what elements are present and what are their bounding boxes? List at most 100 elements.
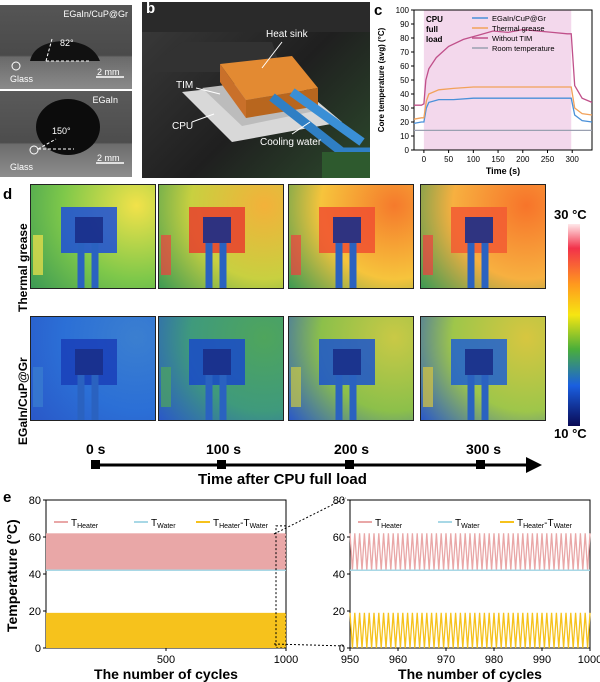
left-components (291, 367, 301, 407)
x-tick-label: 990 (533, 654, 551, 666)
sample-name-bottom: EGaIn (92, 95, 118, 105)
left-components (291, 235, 301, 275)
heater-line (349, 533, 591, 571)
legend-label-heater: THeater (71, 518, 99, 530)
contact-point-top (11, 61, 21, 71)
left-components (423, 367, 433, 407)
difference-band (46, 612, 286, 648)
y-tick-label: 60 (400, 62, 409, 71)
zoom-box (275, 525, 287, 649)
heat-sink-block (203, 349, 231, 375)
y-tick-label: 10 (400, 132, 409, 141)
leader-cpu (191, 113, 215, 123)
zoom-line-bottom (273, 643, 347, 647)
pipes (467, 375, 489, 420)
legend-label-3: Room temperature (492, 44, 555, 53)
leader-tim (195, 87, 221, 95)
x-tick-label: 960 (389, 654, 407, 666)
legend-label-diff: THeater-TWater (517, 518, 573, 530)
y-tick-label: 90 (400, 20, 409, 29)
legend-label-2: Without TIM (492, 34, 532, 43)
y-tick-label: 60 (29, 532, 41, 544)
thermal-detail (33, 339, 117, 420)
y-tick-label: 40 (29, 569, 41, 581)
legend-label-heater: THeater (375, 518, 403, 530)
y-tick-label: 20 (400, 118, 409, 127)
legend-label-water: TWater (151, 518, 176, 530)
legend-label-water: TWater (455, 518, 480, 530)
thermal-image-r1-c2 (288, 316, 414, 421)
y-tick-label: 40 (400, 90, 409, 99)
droplet-photo-bottom: EGaIn 150° Glass 2 mm (0, 91, 132, 177)
angle-top: 82° (60, 38, 74, 48)
colorbar-min: 10 °C (554, 426, 587, 441)
tick-100 (217, 460, 226, 469)
water-pipe-2 (289, 88, 365, 146)
x-axis-label: The number of cycles (398, 666, 542, 682)
x-tick-label: 1000 (274, 654, 298, 666)
panel-d-label: d (3, 186, 13, 203)
thermal-image-r1-c0 (30, 316, 156, 421)
board-top (142, 2, 370, 32)
x-tick-label: 950 (341, 654, 359, 666)
leader-heatsink (261, 41, 283, 69)
x-tick-label: 980 (485, 654, 503, 666)
thermal-detail (291, 207, 375, 288)
x-tick-label: 250 (541, 155, 555, 164)
heat-sink-block (75, 217, 103, 243)
tick-0 (91, 460, 100, 469)
heat-sink-front (220, 64, 246, 118)
y-tick-label: 30 (400, 104, 409, 113)
heater-band (46, 533, 286, 571)
panel-e-ylabel: Temperature (°C) (4, 519, 20, 632)
y-tick-label: 60 (333, 532, 345, 544)
tick-200 (345, 460, 354, 469)
x-tick-label: 1000 (578, 654, 600, 666)
row-label-egain: EGaIn/CuP@Gr (16, 357, 30, 445)
callout-cpu: CPU (172, 121, 194, 132)
cycle-chart-zoom: 0 20 40 60 80 950 960 970 980 990 1000 The number o… (333, 495, 600, 682)
heat-sink-top (220, 56, 318, 100)
droplet-photo-top: EGaIn/CuP@Gr 82° Glass 2 mm (0, 5, 132, 89)
legend-label-0: EGaIn/CuP@Gr (492, 14, 546, 23)
angle-bottom: 150° (52, 126, 71, 136)
time-axis-title: Time after CPU full load (198, 471, 367, 488)
sample-name-top: EGaIn/CuP@Gr (63, 9, 128, 19)
difference-line (349, 612, 591, 649)
plot-frame (349, 499, 591, 649)
scale-label-bottom: 2 mm (97, 153, 120, 163)
x-tick-label: 0 (422, 155, 427, 164)
y-tick-label: 80 (400, 34, 409, 43)
left-components (33, 367, 43, 407)
thermal-image-r0-c3 (420, 184, 546, 289)
substrate-bottom: Glass (10, 162, 34, 172)
heat-sink-block (333, 349, 361, 375)
zoom-line-top (273, 497, 347, 535)
colorbar (568, 224, 580, 426)
y-tick-label: 40 (333, 569, 345, 581)
y-tick-label: 80 (29, 495, 41, 507)
heat-sink-block (333, 217, 361, 243)
time-label-0: 0 s (86, 441, 106, 457)
y-tick-label: 80 (333, 495, 345, 507)
thermal-image-r0-c1 (158, 184, 284, 289)
y-tick-label: 100 (396, 6, 410, 15)
x-tick-label: 500 (157, 654, 175, 666)
panel-e-label: e (3, 489, 12, 506)
x-tick-label: 200 (516, 155, 530, 164)
y-tick-label: 70 (400, 48, 409, 57)
thermal-detail (423, 207, 507, 288)
legend-label-diff: THeater-TWater (213, 518, 269, 530)
pipes (205, 243, 227, 288)
cpu-full-load-annotation: full (426, 25, 438, 34)
droplet-top-svg (11, 38, 124, 78)
legend-label-1: Thermal grease (492, 24, 545, 33)
callout-heat-sink: Heat sink (266, 29, 308, 40)
series-line-0 (413, 97, 593, 125)
tick-300 (476, 460, 485, 469)
y-axis-label: Core temperature (avg) (°C) (377, 27, 386, 132)
tangent-top (45, 38, 53, 62)
left-components (33, 235, 43, 275)
cycle-chart-full: 0 20 40 60 80 500 1000 The number of cycles THea… (29, 495, 298, 682)
thermal-image-r0-c0 (30, 184, 156, 289)
